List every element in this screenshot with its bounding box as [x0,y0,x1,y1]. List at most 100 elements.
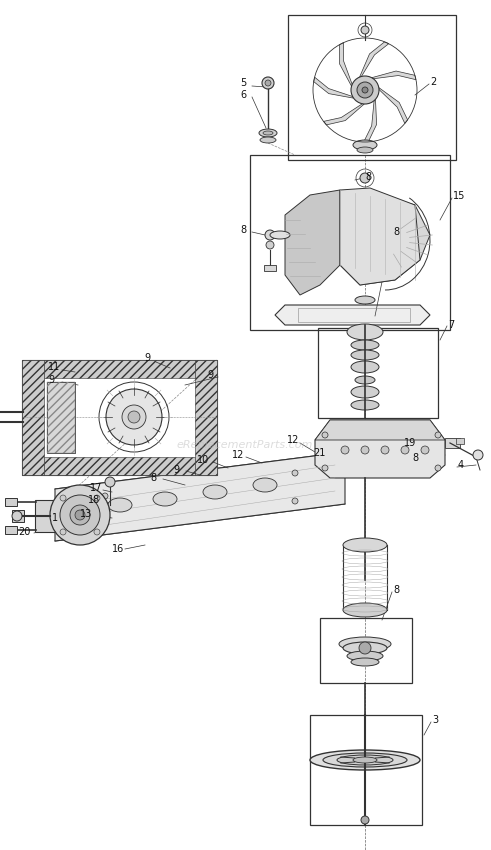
Polygon shape [379,88,408,123]
Text: 6: 6 [240,90,246,100]
Text: 18: 18 [88,495,100,505]
Text: 20: 20 [18,527,30,537]
Circle shape [265,230,275,240]
Text: 19: 19 [404,438,416,448]
Text: 4: 4 [458,460,464,470]
Circle shape [421,446,429,454]
Circle shape [102,493,108,499]
Circle shape [362,87,368,93]
Circle shape [70,505,90,525]
Text: 12: 12 [287,435,300,445]
Circle shape [322,465,328,471]
Circle shape [435,432,441,438]
Ellipse shape [260,137,276,143]
Text: 1: 1 [52,513,58,523]
Text: 8: 8 [393,227,399,237]
Polygon shape [285,190,340,295]
Circle shape [361,26,369,34]
Text: 5: 5 [240,78,246,88]
Circle shape [128,411,140,423]
Circle shape [60,529,66,535]
Polygon shape [372,71,416,80]
Text: 21: 21 [313,448,326,458]
Ellipse shape [203,485,227,499]
Text: 9: 9 [173,465,179,475]
Circle shape [361,446,369,454]
Ellipse shape [351,361,379,373]
Bar [264,265,276,271]
Ellipse shape [343,642,387,654]
Ellipse shape [355,376,375,384]
Ellipse shape [355,296,375,304]
Bar [250,155,450,330]
Ellipse shape [339,637,391,651]
Text: 16: 16 [112,544,124,554]
Circle shape [322,432,328,438]
Ellipse shape [351,400,379,410]
Text: 12: 12 [232,450,245,460]
Ellipse shape [153,492,177,506]
Circle shape [359,642,371,654]
Ellipse shape [310,750,420,770]
Bar [22,360,44,475]
Text: 11: 11 [48,362,60,372]
Text: 13: 13 [80,509,92,519]
Bar [22,360,217,475]
Circle shape [401,446,409,454]
Polygon shape [359,42,389,77]
Text: 8: 8 [412,453,418,463]
Circle shape [262,77,274,89]
Bar [44,457,195,475]
Circle shape [94,529,100,535]
Circle shape [60,495,66,501]
Circle shape [292,498,298,504]
Circle shape [75,510,85,520]
Circle shape [341,446,349,454]
Bar [318,328,438,418]
Bar [310,715,422,825]
Ellipse shape [353,757,377,763]
Ellipse shape [323,753,407,767]
Text: eReplacementParts.com: eReplacementParts.com [177,440,313,450]
Text: 3: 3 [432,715,438,725]
Bar [320,618,412,683]
Ellipse shape [351,386,379,398]
Bar [47,382,75,453]
Bar [5,526,17,534]
Ellipse shape [353,140,377,150]
Polygon shape [324,104,364,125]
Ellipse shape [343,603,387,617]
Ellipse shape [361,816,369,824]
Bar [456,438,464,444]
Bar [445,438,460,448]
Polygon shape [340,198,430,285]
Circle shape [94,495,100,501]
Text: 10: 10 [197,455,209,465]
Circle shape [292,470,298,476]
Polygon shape [340,42,352,86]
Bar [195,360,217,475]
Circle shape [265,80,271,86]
Circle shape [50,485,110,545]
Text: 7: 7 [448,320,454,330]
Ellipse shape [108,498,132,512]
Text: 9: 9 [48,375,54,385]
Polygon shape [35,500,55,532]
Text: 17: 17 [90,483,103,493]
Circle shape [60,495,100,535]
Bar [47,382,75,453]
Polygon shape [315,420,445,440]
Bar [288,15,456,160]
Circle shape [106,389,162,445]
Text: 8: 8 [240,225,246,235]
Ellipse shape [347,324,383,340]
Circle shape [12,511,22,521]
Circle shape [360,173,370,183]
Ellipse shape [253,478,277,492]
Ellipse shape [263,131,273,135]
Polygon shape [314,77,354,98]
Bar [298,308,410,322]
Circle shape [435,465,441,471]
Text: 15: 15 [453,191,465,201]
Circle shape [381,446,389,454]
